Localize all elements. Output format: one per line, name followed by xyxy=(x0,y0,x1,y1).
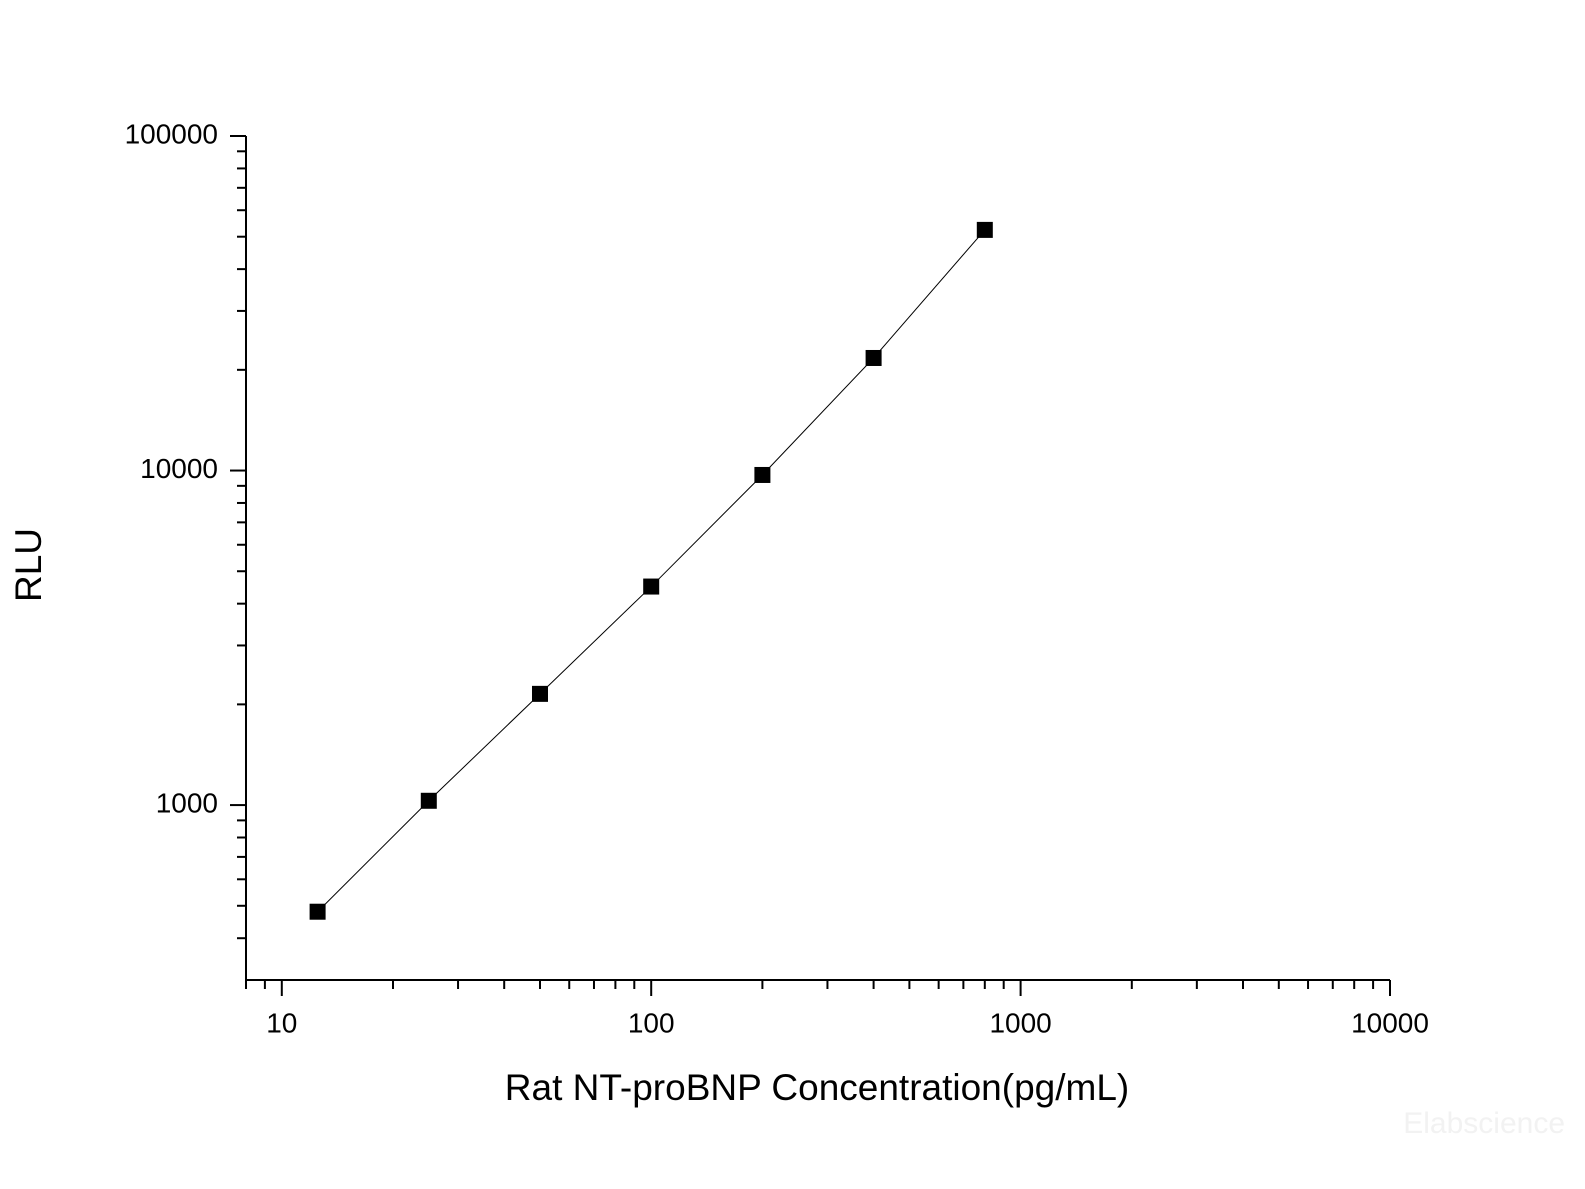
data-point xyxy=(420,792,437,809)
y-tick-label: 100000 xyxy=(125,118,218,149)
data-point xyxy=(754,466,771,483)
data-point xyxy=(531,685,548,702)
data-point xyxy=(976,221,993,238)
x-tick-label: 10000 xyxy=(1351,1007,1429,1038)
x-tick-label: 1000 xyxy=(989,1007,1051,1038)
y-axis-title: RLU xyxy=(8,528,49,602)
x-tick-label: 10 xyxy=(266,1007,297,1038)
x-tick-label: 100 xyxy=(628,1007,675,1038)
y-tick-label: 1000 xyxy=(156,787,218,818)
data-point xyxy=(309,903,326,920)
data-point xyxy=(643,578,660,595)
x-axis-title: Rat NT-proBNP Concentration(pg/mL) xyxy=(505,1067,1129,1108)
y-tick-label: 10000 xyxy=(140,453,218,484)
data-point xyxy=(865,349,882,366)
watermark: Elabscience xyxy=(1403,1107,1565,1140)
